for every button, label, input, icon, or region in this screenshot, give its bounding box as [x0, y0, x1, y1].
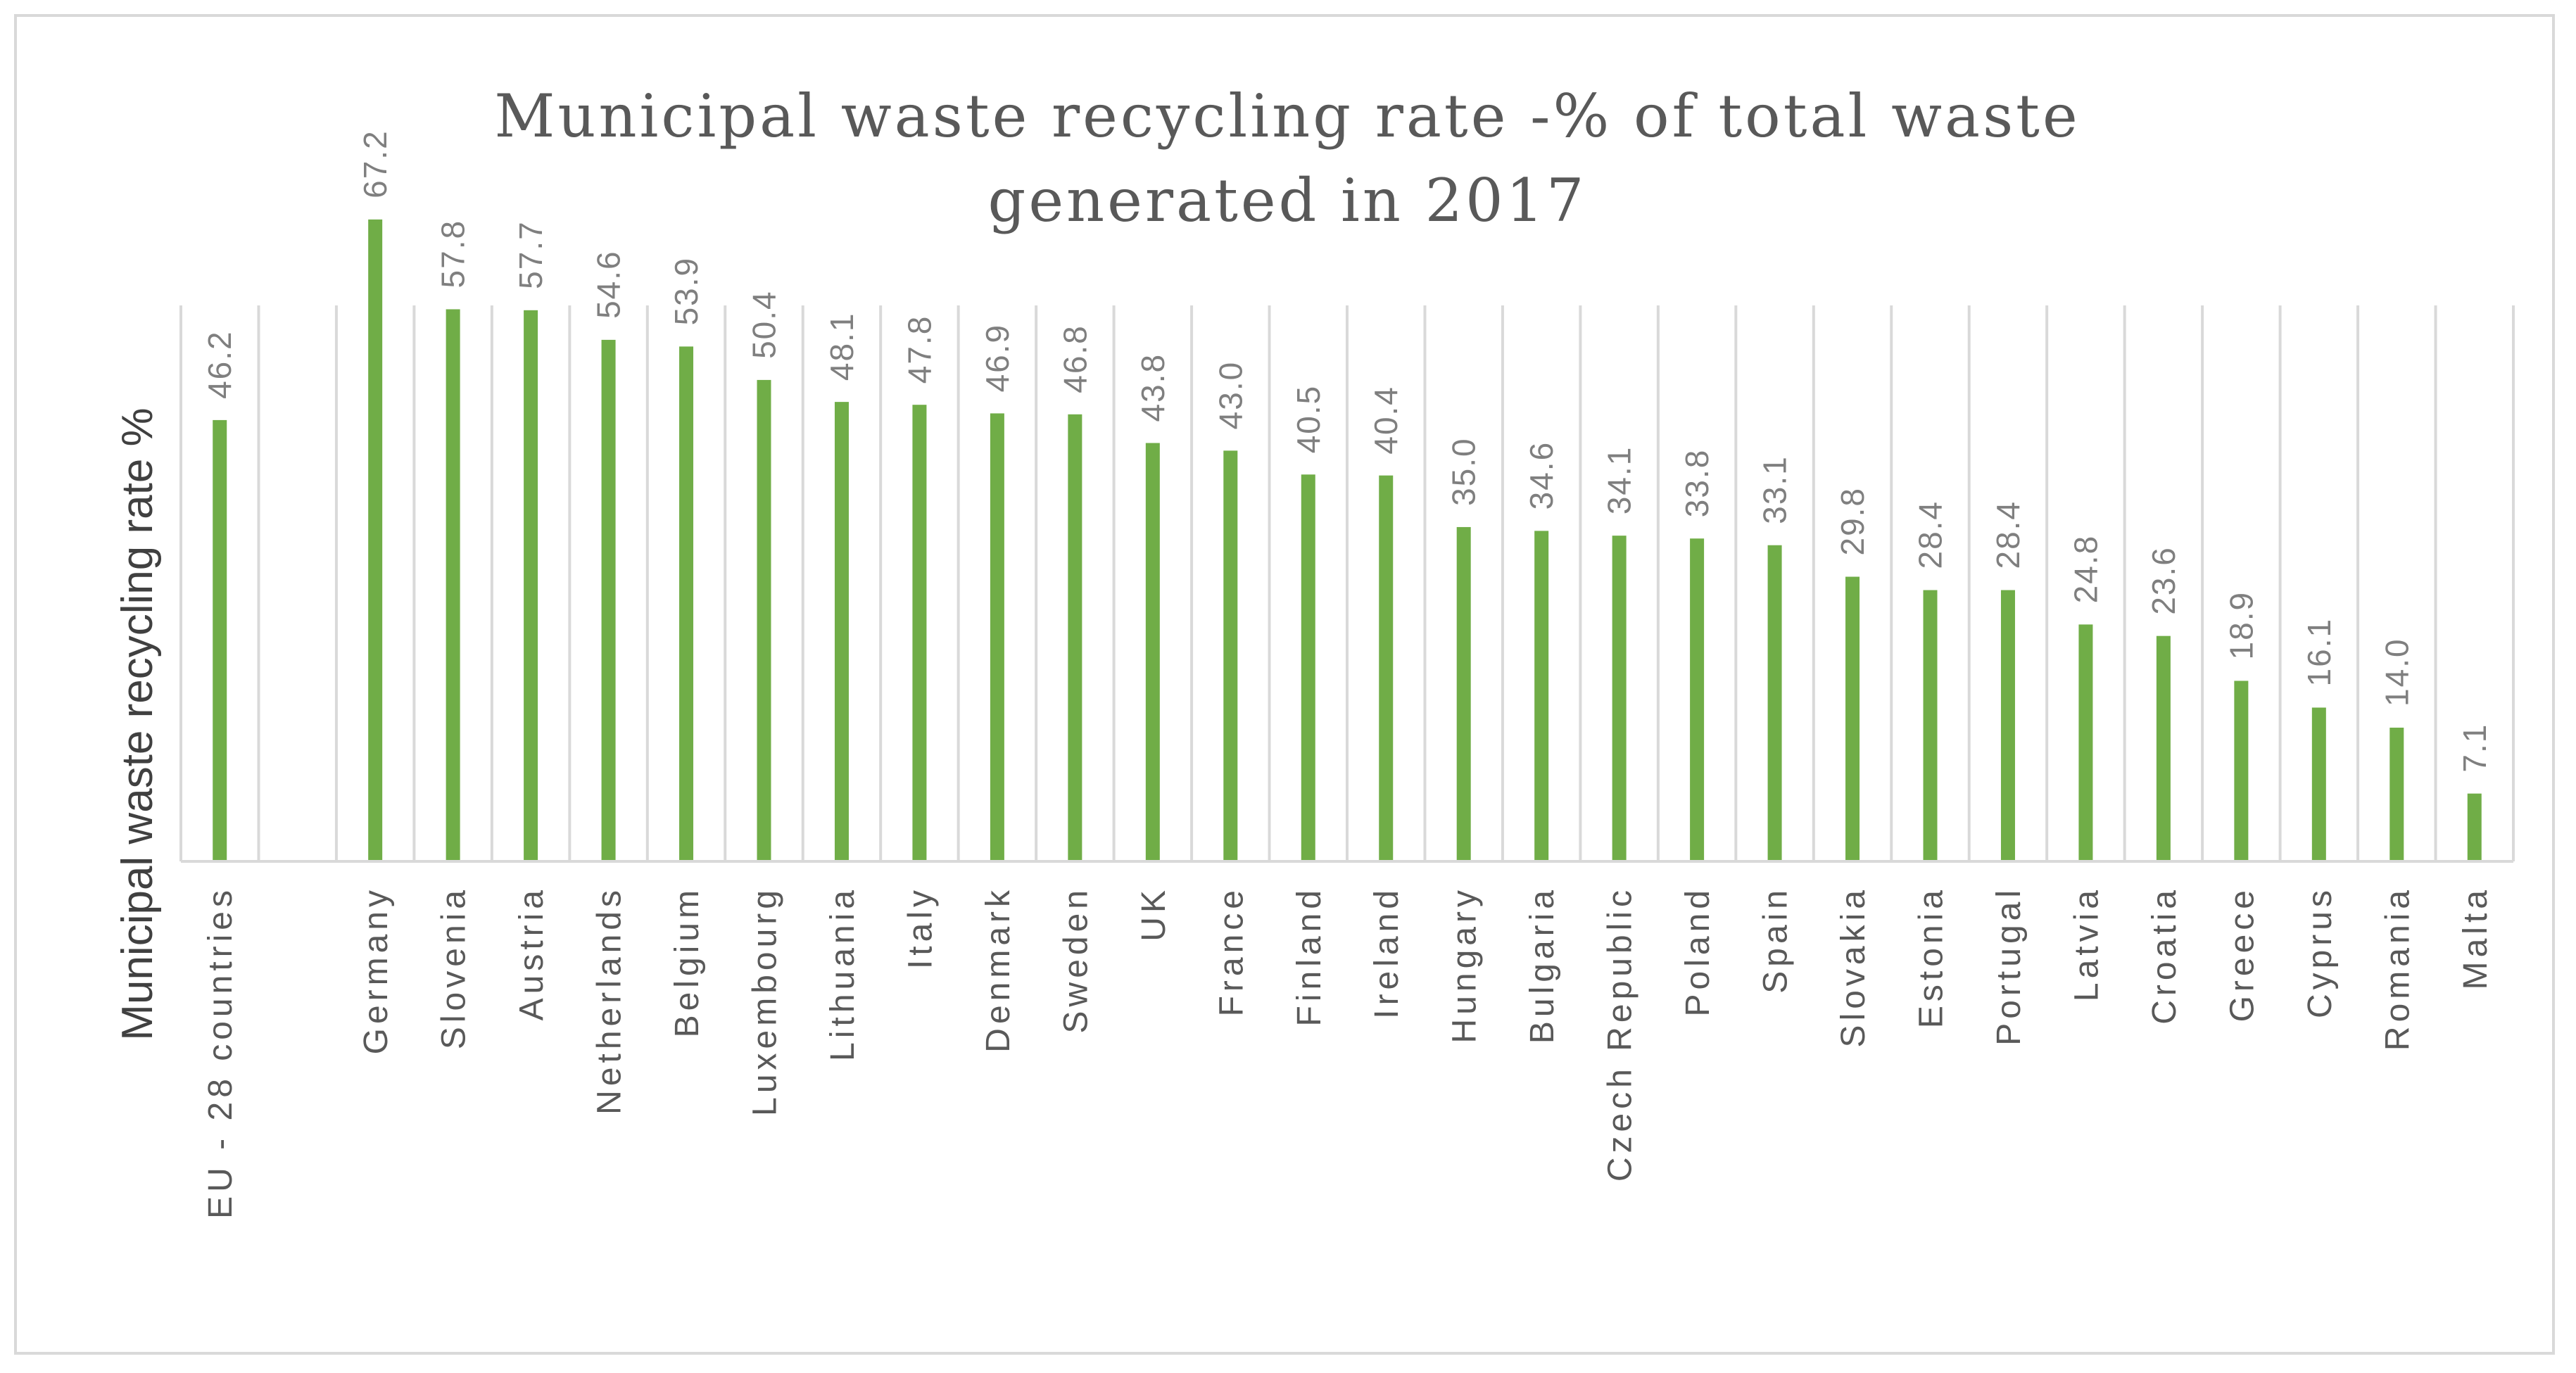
category-label: Spain — [1757, 886, 1795, 994]
category-label: Italy — [902, 886, 939, 969]
data-label: 14.0 — [2378, 638, 2415, 707]
data-label: 43.8 — [1135, 353, 1171, 422]
data-label: 24.8 — [2067, 535, 2104, 604]
chart-svg: 46.2 67.2 57.8 57.7 54.6 53.9 50.4 48.1 47.8 46.9… — [113, 82, 2515, 1219]
category-label: Poland — [1679, 886, 1717, 1016]
bar — [368, 219, 383, 861]
chart-title-line-2: generated in 2017 — [988, 166, 1587, 235]
bar — [679, 346, 694, 861]
bar — [1456, 526, 1471, 861]
bar — [2311, 707, 2326, 861]
bar — [2234, 681, 2249, 861]
category-label: Ireland — [1368, 886, 1406, 1019]
data-label: 46.8 — [1056, 324, 1093, 393]
category-label: Greece — [2223, 886, 2261, 1022]
bars — [213, 219, 2482, 862]
category-label: Austria — [513, 886, 550, 1020]
bar — [1534, 531, 1549, 861]
category-label: Finland — [1291, 886, 1328, 1026]
data-label: 47.8 — [901, 315, 937, 384]
bar — [2467, 793, 2482, 861]
category-label: Belgium — [669, 886, 706, 1037]
data-label: 50.4 — [746, 290, 783, 359]
data-label: 28.4 — [1990, 500, 2026, 569]
category-label: Portugal — [1990, 886, 2028, 1046]
chart-title-line-1: Municipal waste recycling rate -% of tot… — [494, 82, 2080, 151]
category-label: UK — [1135, 886, 1173, 942]
data-label: 29.8 — [1834, 487, 1871, 556]
data-label: 16.1 — [2301, 618, 2337, 687]
bar — [912, 405, 927, 861]
bar — [524, 310, 538, 861]
category-label: Malta — [2457, 886, 2494, 989]
data-label: 57.8 — [435, 220, 472, 289]
data-label: 28.4 — [1912, 500, 1949, 569]
value-labels: 46.2 67.2 57.8 57.7 54.6 53.9 50.4 48.1 47.8 46.9… — [201, 129, 2493, 772]
bar — [2156, 635, 2171, 861]
category-label: Czech Republic — [1602, 886, 1639, 1182]
category-label: EU - 28 countries — [202, 886, 239, 1219]
bar — [1223, 450, 1238, 861]
category-label: Germany — [358, 886, 395, 1054]
category-label: Estonia — [1913, 886, 1950, 1028]
category-label: Denmark — [980, 886, 1017, 1053]
bar — [1145, 443, 1160, 861]
category-label: Croatia — [2146, 886, 2183, 1025]
data-label: 46.2 — [201, 330, 238, 399]
category-label: Latvia — [2068, 886, 2105, 1001]
bar — [2078, 624, 2093, 861]
category-label: Cyprus — [2302, 886, 2339, 1018]
bar — [1845, 576, 1860, 861]
bar — [2389, 727, 2404, 861]
category-label: Luxembourg — [747, 886, 784, 1116]
data-label: 67.2 — [357, 129, 393, 198]
category-label: Romania — [2379, 886, 2416, 1051]
data-label: 23.6 — [2145, 546, 2182, 615]
category-label: France — [1213, 886, 1250, 1016]
bar — [990, 413, 1004, 861]
data-label: 7.1 — [2456, 723, 2493, 773]
bar — [834, 402, 849, 861]
category-label: Lithuania — [824, 886, 861, 1061]
data-label: 34.1 — [1601, 446, 1638, 515]
data-label: 57.7 — [512, 220, 549, 289]
data-label: 18.9 — [2223, 591, 2259, 660]
y-axis-label: Municipal waste recycling rate % — [113, 407, 162, 1040]
bar — [1301, 474, 1315, 861]
bar — [1767, 545, 1782, 861]
chart-frame: 46.2 67.2 57.8 57.7 54.6 53.9 50.4 48.1 47.8 46.9… — [14, 14, 2555, 1355]
category-label: Sweden — [1057, 886, 1094, 1033]
data-label: 53.9 — [668, 257, 705, 326]
bar — [1612, 536, 1627, 861]
data-label: 35.0 — [1446, 437, 1482, 506]
data-label: 54.6 — [591, 250, 627, 319]
bar — [1379, 475, 1394, 861]
data-label: 40.4 — [1368, 386, 1404, 455]
bar — [1068, 414, 1082, 861]
bar — [1690, 538, 1705, 861]
bar — [1923, 590, 1938, 861]
bar — [601, 339, 616, 861]
category-labels: EU - 28 countries Germany Slovenia Austria N… — [202, 886, 2494, 1219]
category-label: Bulgaria — [1524, 886, 1561, 1044]
data-label: 43.0 — [1212, 361, 1249, 430]
data-label: 33.1 — [1757, 455, 1793, 524]
category-label: Netherlands — [591, 886, 629, 1115]
bar — [2000, 590, 2015, 861]
data-label: 48.1 — [823, 312, 860, 381]
category-label: Hungary — [1446, 886, 1484, 1043]
data-label: 40.5 — [1290, 385, 1327, 454]
bar — [446, 309, 460, 862]
bar — [757, 379, 771, 861]
bar — [213, 419, 227, 861]
data-label: 46.9 — [979, 324, 1016, 393]
category-label: Slovakia — [1835, 886, 1872, 1047]
gridlines — [179, 305, 2515, 861]
data-label: 34.6 — [1523, 441, 1560, 510]
data-label: 33.8 — [1679, 449, 1715, 518]
category-label: Slovenia — [436, 886, 473, 1049]
